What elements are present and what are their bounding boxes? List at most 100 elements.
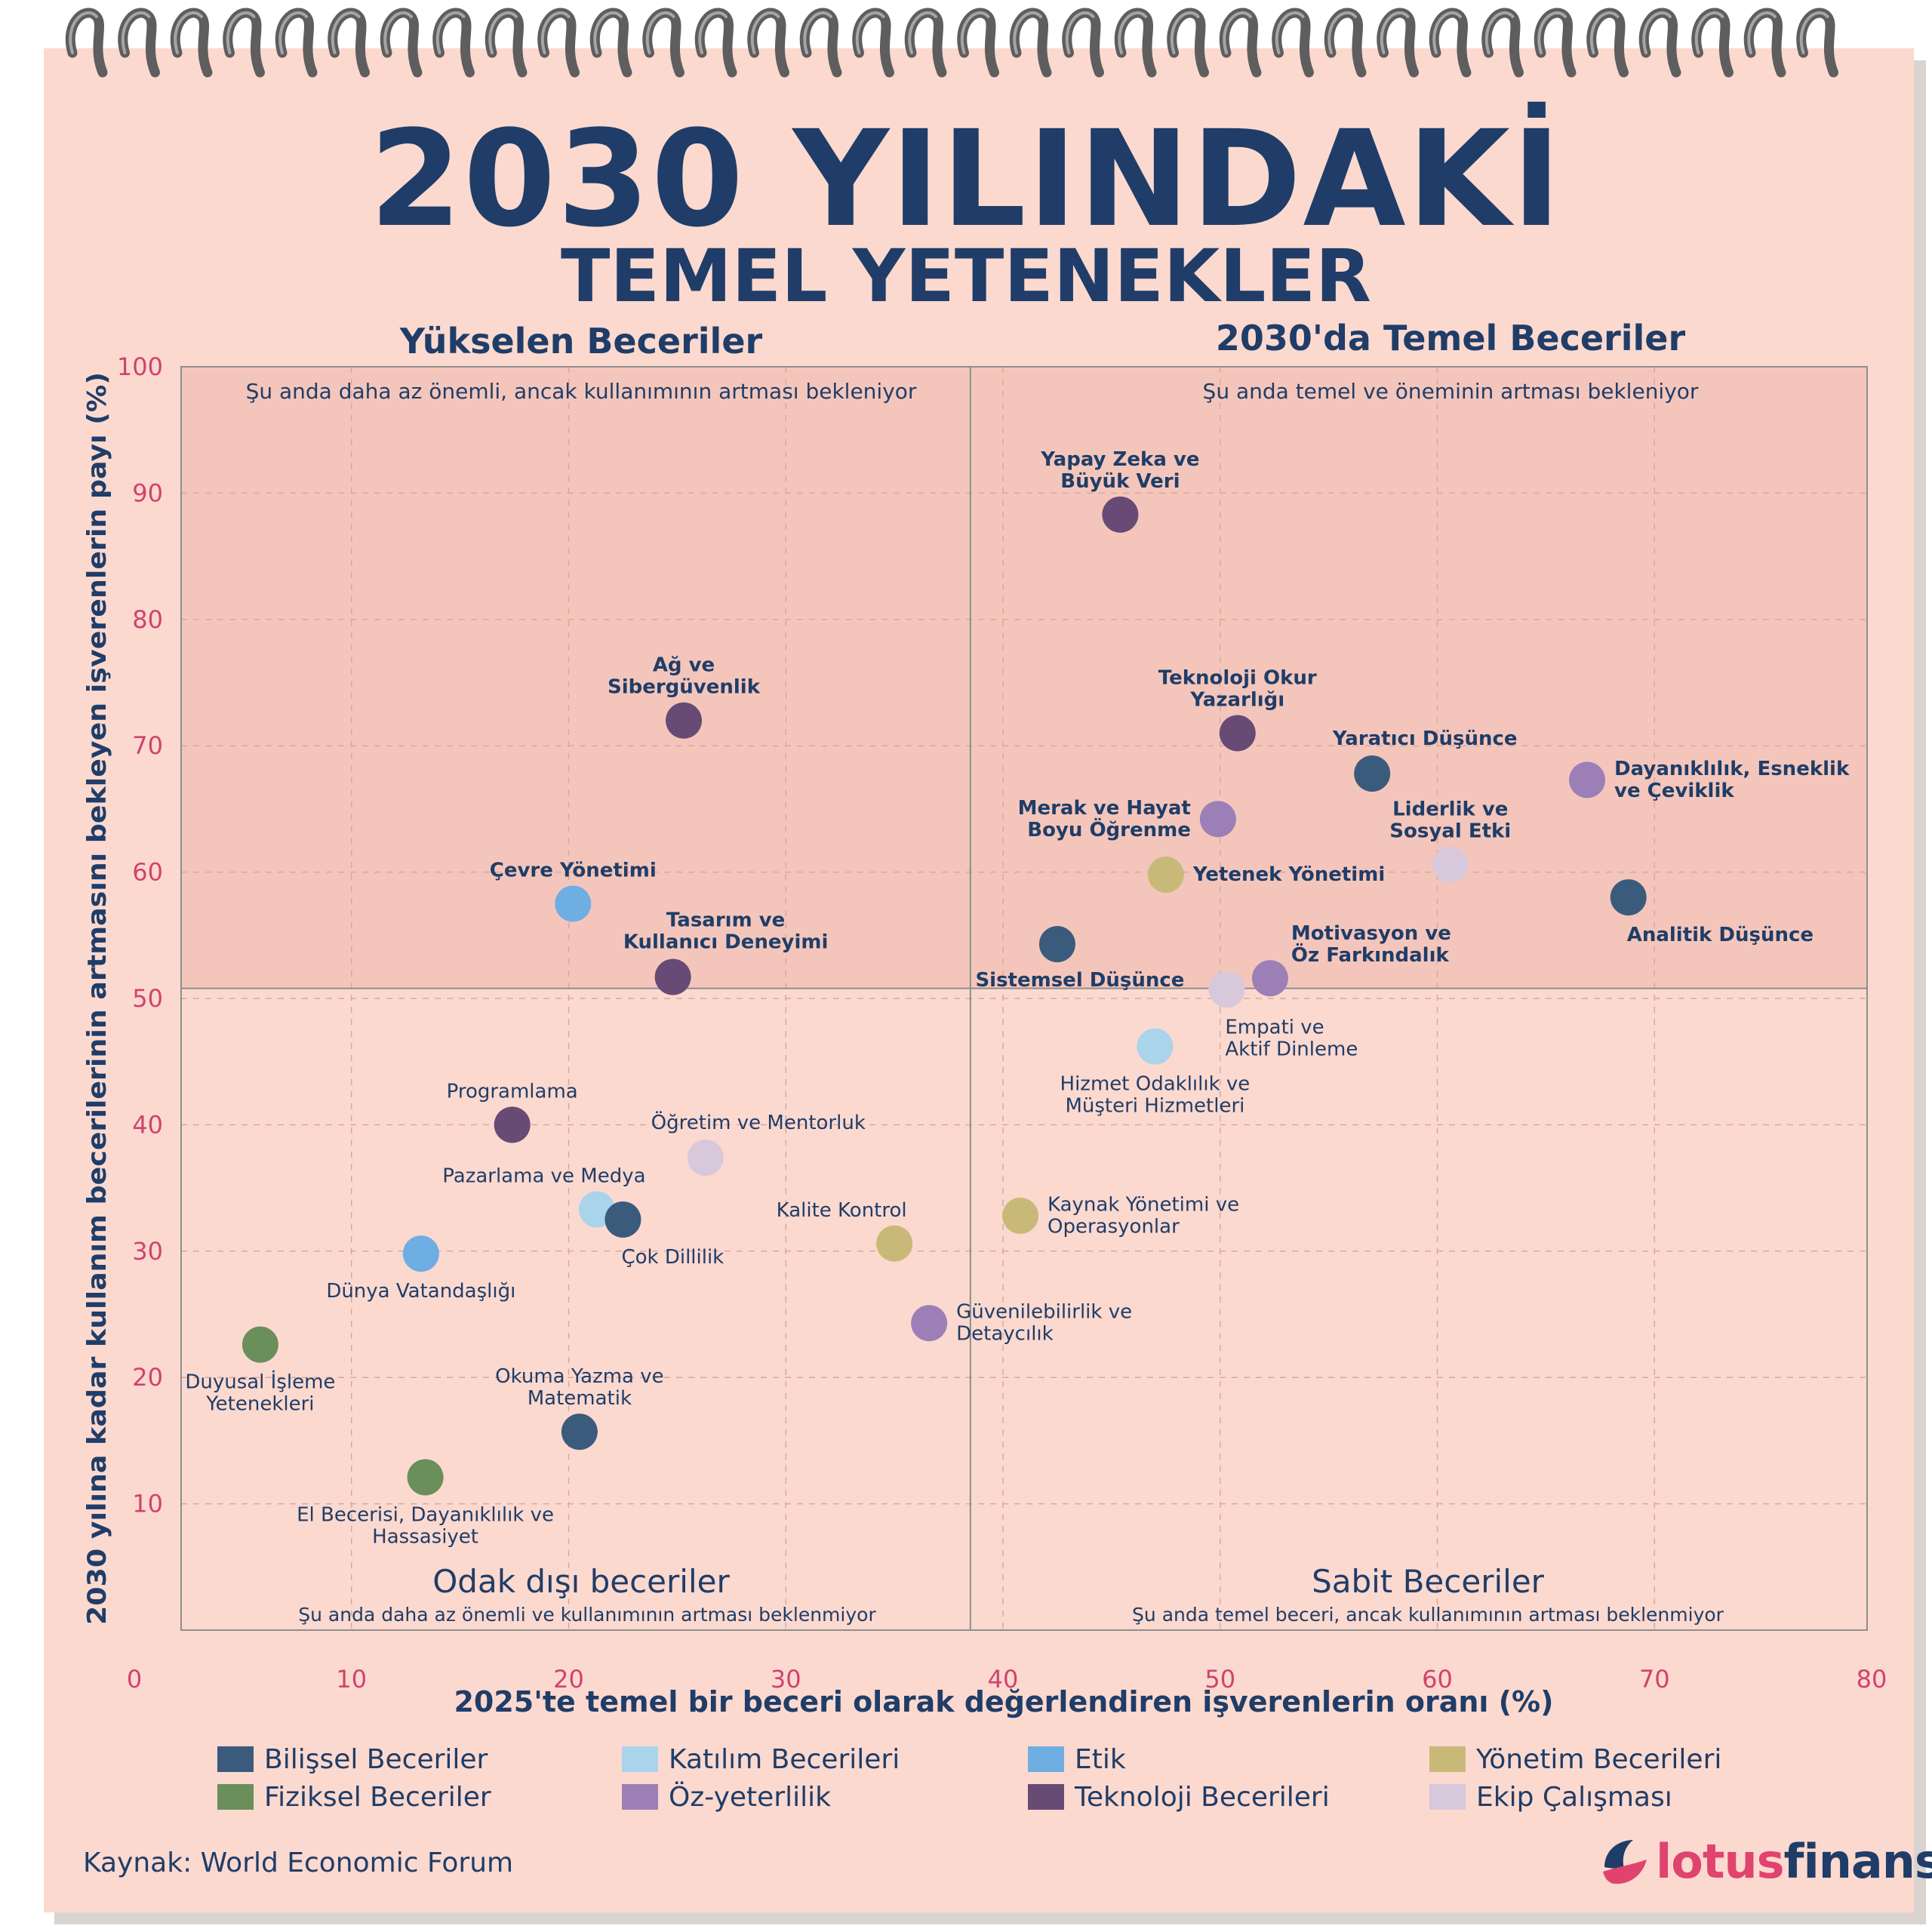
data-point-label: Yazarlığı (1189, 688, 1284, 711)
binding-ring-highlight (1747, 11, 1777, 54)
x-tick-label: 50 (1204, 1665, 1235, 1694)
y-tick-label: 30 (132, 1237, 163, 1266)
data-point (876, 1225, 913, 1262)
legend-label: Fiziksel Beceriler (264, 1781, 491, 1813)
quadrant-title-stable: Sabit Beceriler (1312, 1563, 1545, 1600)
data-point-label: Yetenek Yönetimi (1192, 863, 1385, 886)
binding-ring-highlight (1484, 11, 1515, 54)
binding-ring-highlight (540, 11, 571, 54)
legend-item: Öz-yeterlilik (622, 1782, 831, 1813)
data-point (1569, 761, 1606, 798)
data-point-label: Sistemsel Düşünce (975, 969, 1184, 992)
binding-ring-highlight (331, 11, 361, 54)
x-tick-label: 0 (127, 1665, 142, 1694)
binding-ring-highlight (226, 11, 256, 54)
brand-name-part1: lotus (1656, 1834, 1785, 1889)
data-point-label: Yaratıcı Düşünce (1332, 728, 1518, 750)
legend-swatch (1429, 1784, 1466, 1810)
y-tick-label: 70 (132, 731, 163, 760)
data-point-label: Çok Dillilik (621, 1246, 724, 1269)
binding-ring-highlight (1275, 11, 1305, 54)
data-point-label: Hassasiyet (372, 1525, 478, 1548)
data-point-label: Yetenekleri (205, 1393, 314, 1416)
binding-ring-highlight (1327, 11, 1357, 54)
data-point (1354, 755, 1391, 792)
binding-ring-highlight (855, 11, 885, 54)
data-point-label: Boyu Öğrenme (1027, 817, 1191, 841)
legend-swatch (217, 1784, 254, 1810)
binding-ring-highlight (1065, 11, 1095, 54)
binding-ring-highlight (1223, 11, 1252, 54)
data-point-label: Kaynak Yönetimi ve (1048, 1193, 1239, 1216)
binding-ring-highlight (278, 11, 308, 54)
data-point-label: Öz Farkındalık (1291, 942, 1450, 967)
data-point (561, 1414, 598, 1451)
quadrant-subtitle-stable: Şu anda temel beceri, ancak kullanımının… (1132, 1604, 1724, 1626)
data-point (654, 958, 691, 995)
page-subtitle: TEMEL YETENEKLER (561, 234, 1371, 318)
binding-ring-highlight (1694, 11, 1724, 54)
binding-ring-highlight (1380, 11, 1410, 54)
legend-label: Etik (1075, 1743, 1126, 1775)
data-point-label: Sibergüvenlik (608, 676, 761, 699)
plot-border (180, 366, 1868, 1631)
x-tick-label: 80 (1857, 1665, 1887, 1694)
y-tick-label: 60 (132, 858, 163, 887)
data-point-label: Duyusal İşleme (185, 1370, 335, 1394)
legend-item: Ekip Çalışması (1429, 1781, 1672, 1813)
legend-item: Fiziksel Beceriler (217, 1781, 491, 1813)
binding-ring-highlight (1537, 11, 1567, 54)
binding-ring-highlight (1589, 11, 1620, 54)
data-point (1199, 801, 1236, 838)
x-axis-label: 2025'te temel bir beceri olarak değerlen… (454, 1685, 1553, 1718)
quadrant-title-out-of-focus: Odak dışı beceriler (432, 1563, 730, 1600)
data-point-label: Yapay Zeka ve (1040, 448, 1199, 471)
quadrant-subtitle-core-2030: Şu anda temel ve öneminin artması beklen… (1203, 379, 1699, 404)
binding-ring-highlight (750, 11, 780, 54)
shaded-quadrant (181, 367, 1867, 989)
data-point-label: Programlama (447, 1080, 578, 1103)
y-tick-label: 50 (132, 984, 163, 1013)
data-point (1002, 1197, 1039, 1234)
data-point (1137, 1028, 1174, 1065)
data-point-label: Merak ve Hayat (1018, 797, 1191, 820)
binding-ring-highlight (174, 11, 203, 54)
legend-label: Ekip Çalışması (1476, 1781, 1672, 1813)
data-point-label: Pazarlama ve Medya (442, 1165, 645, 1188)
data-point (1208, 971, 1245, 1008)
legend-swatch (622, 1746, 658, 1772)
binding-ring-highlight (1170, 11, 1200, 54)
data-point-label: Liderlik ve (1392, 798, 1508, 821)
data-point-label: Operasyonlar (1048, 1215, 1180, 1238)
legend-item: Teknoloji Becerileri (1028, 1781, 1330, 1813)
data-point (1147, 856, 1184, 893)
data-point (1432, 846, 1469, 883)
x-tick-label: 20 (553, 1665, 584, 1694)
data-point-label: El Becerisi, Dayanıklılık ve (297, 1503, 554, 1526)
lotus-icon (1603, 1839, 1647, 1884)
data-point (911, 1305, 948, 1342)
legend-label: Katılım Becerileri (669, 1743, 900, 1775)
binding-ring-highlight (645, 11, 675, 54)
legend-label: Yönetim Becerileri (1476, 1743, 1722, 1775)
data-point (242, 1326, 278, 1363)
data-point (605, 1201, 641, 1238)
y-tick-label: 100 (117, 352, 163, 381)
y-tick-label: 20 (132, 1363, 163, 1392)
x-tick-label: 40 (988, 1665, 1019, 1694)
data-point-label: Müşteri Hizmetleri (1065, 1095, 1244, 1118)
x-tick-label: 30 (771, 1665, 801, 1694)
legend-label: Teknoloji Becerileri (1075, 1781, 1330, 1813)
data-point-label: Çevre Yönetimi (490, 859, 657, 881)
data-point (555, 885, 592, 922)
binding-ring-highlight (593, 11, 623, 54)
legend-item: Katılım Becerileri (622, 1743, 900, 1775)
quadrant-title-core-2030: 2030'da Temel Beceriler (1216, 318, 1686, 358)
binding-ring-highlight (488, 11, 518, 54)
legend-swatch (1028, 1746, 1064, 1772)
data-point-label: Öğretim ve Mentorluk (651, 1110, 866, 1134)
data-point-label: Detaycılık (956, 1323, 1054, 1346)
y-tick-label: 80 (132, 605, 163, 634)
data-point (687, 1139, 724, 1176)
